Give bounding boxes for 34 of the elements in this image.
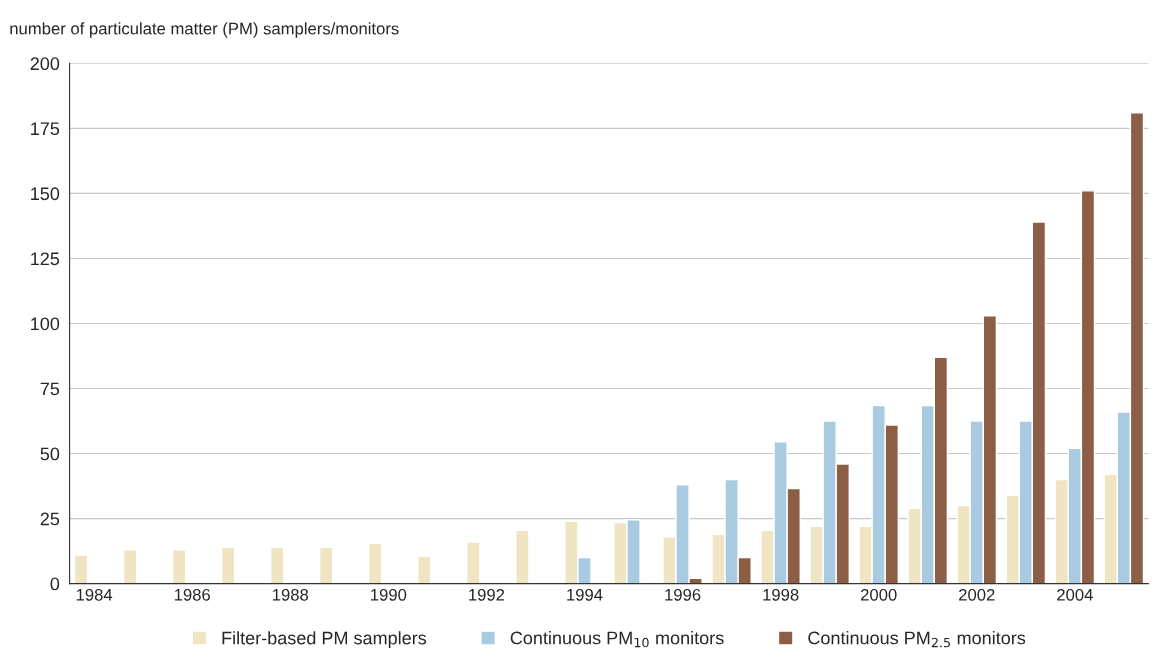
x-tick-label: 1992 [469,588,505,601]
bar [220,546,236,584]
bar [417,555,432,584]
x-tick-label: 2000 [861,588,897,601]
x-tick-label: 2004 [1057,588,1093,601]
bar [466,541,481,584]
bar [515,529,530,584]
y-tick-label: 100 [31,317,60,331]
bar [171,549,187,584]
bar [318,546,334,584]
x-tick-label: 1994 [567,588,603,601]
y-tick-label: 125 [31,252,60,266]
bar [73,554,89,584]
x-tick-label: 1996 [665,588,701,601]
y-tick-label: 150 [31,187,60,201]
x-tick-label: 1984 [76,588,113,601]
x-tick-label: 1990 [371,588,407,601]
y-tick-label: 0 [50,577,60,591]
y-tick-label: 175 [31,122,60,136]
bar [269,546,285,584]
x-tick-label: 2002 [959,588,995,601]
y-tick-label: 75 [40,382,60,396]
y-axis-title: number of particulate matter (PM) samplers/monitors [10,22,399,38]
x-tick-label: 1986 [174,588,210,601]
bar [122,549,138,584]
legend-label: Continuous PM$_{10}$ monitors [510,631,724,648]
bar [368,542,383,584]
x-tick-label: 1998 [763,588,799,601]
y-tick-label: 25 [40,512,60,526]
x-tick-label: 1988 [273,588,309,601]
y-tick-label: 50 [40,447,60,461]
legend-label: Filter-based PM samplers [222,631,427,649]
y-tick-label: 200 [30,57,60,71]
legend-label: Continuous PM$_{2.5}$ monitors [808,631,1026,648]
